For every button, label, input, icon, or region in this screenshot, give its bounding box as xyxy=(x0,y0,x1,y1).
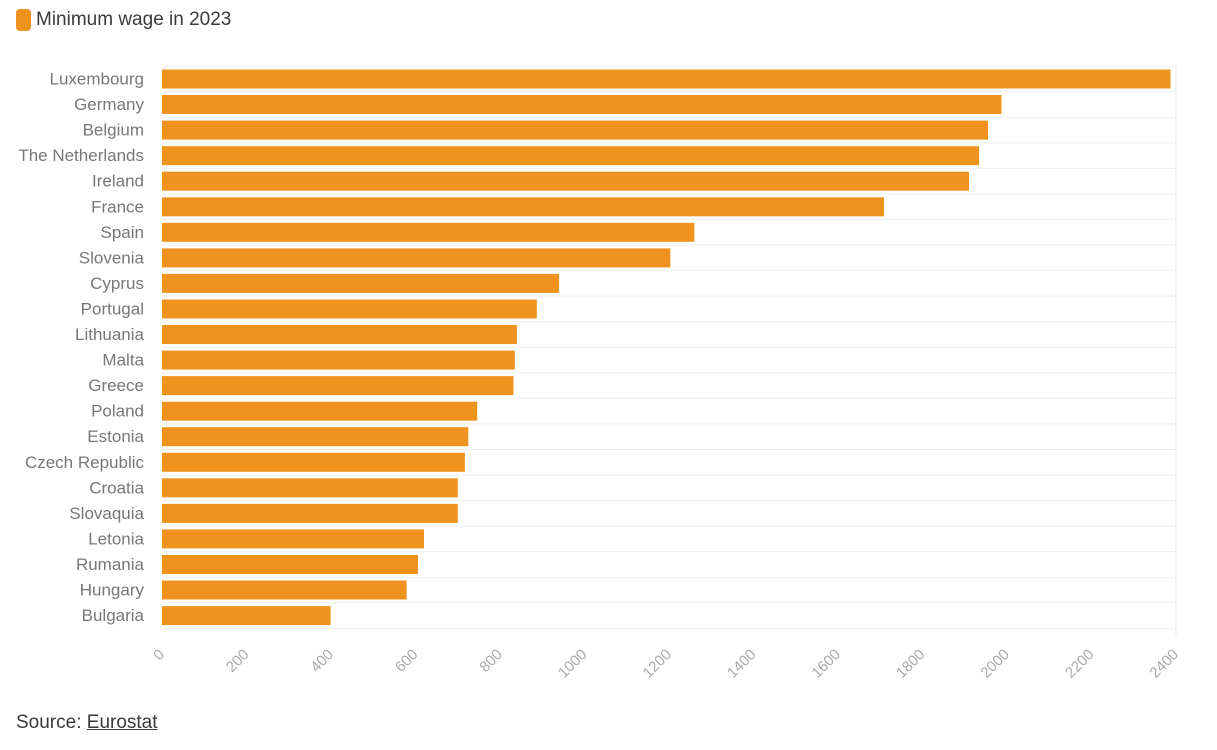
legend-label: Minimum wage in 2023 xyxy=(36,9,232,30)
source-link[interactable]: Eurostat xyxy=(86,712,158,733)
category-label: France xyxy=(91,197,144,216)
category-label: Estonia xyxy=(87,427,144,446)
bars xyxy=(162,69,1171,626)
x-tick-label: 2000 xyxy=(977,646,1013,682)
category-label: Cyprus xyxy=(90,274,144,293)
category-label: Lithuania xyxy=(75,325,145,344)
source-note: Source: Eurostat xyxy=(16,712,158,734)
category-label: Hungary xyxy=(80,581,145,600)
x-tick-label: 2200 xyxy=(1062,646,1098,682)
bar xyxy=(162,452,465,472)
bar xyxy=(162,273,560,293)
category-label: Bulgaria xyxy=(82,606,145,625)
x-tick-label: 1400 xyxy=(724,646,760,682)
bar xyxy=(162,529,424,549)
category-label: Belgium xyxy=(83,121,144,140)
category-label: Slovenia xyxy=(79,248,145,267)
x-axis-ticks: 0 200 400 600 800 1000 1200 1400 1600 1800 2000 220… xyxy=(150,646,1182,682)
gridlines xyxy=(162,65,1177,635)
chart-legend: Minimum wage in 2023 xyxy=(16,8,231,32)
bar xyxy=(162,299,537,319)
x-tick-label: 2400 xyxy=(1146,646,1182,682)
category-label: Luxembourg xyxy=(49,70,144,89)
x-tick-label: 0 xyxy=(150,646,168,664)
category-labels: Luxembourg Germany Belgium The Netherlands I… xyxy=(18,70,144,626)
bar xyxy=(162,146,980,166)
x-tick-label: 400 xyxy=(307,646,337,676)
category-label: Greece xyxy=(88,376,144,395)
category-label: Croatia xyxy=(89,478,144,497)
x-tick-label: 1600 xyxy=(808,646,844,682)
bar xyxy=(162,376,514,396)
category-label: Rumania xyxy=(76,555,145,574)
x-tick-label: 600 xyxy=(392,646,422,676)
bar xyxy=(162,95,1002,114)
category-label: The Netherlands xyxy=(18,146,144,165)
bar xyxy=(162,401,478,421)
bar xyxy=(162,503,458,523)
bar xyxy=(162,350,515,370)
legend-swatch xyxy=(16,9,31,31)
x-tick-label: 1000 xyxy=(555,646,591,682)
bar xyxy=(162,171,969,191)
bar xyxy=(162,478,458,498)
bar xyxy=(162,427,469,447)
category-label: Letonia xyxy=(88,529,144,548)
bar xyxy=(162,580,407,600)
bar xyxy=(162,555,418,574)
category-label: Spain xyxy=(101,223,144,242)
category-label: Czech Republic xyxy=(25,453,145,472)
x-tick-label: 1200 xyxy=(639,646,675,682)
category-label: Malta xyxy=(102,351,144,370)
bar xyxy=(162,248,671,268)
category-label: Slovaquia xyxy=(69,504,144,523)
source-prefix: Source: xyxy=(16,712,82,733)
bar xyxy=(162,197,885,217)
bar xyxy=(162,69,1171,89)
bar-chart: Luxembourg Germany Belgium The Netherlands I… xyxy=(18,65,1182,682)
bar xyxy=(162,606,331,626)
x-tick-label: 1800 xyxy=(893,646,929,682)
x-tick-label: 200 xyxy=(223,646,253,676)
bar xyxy=(162,120,988,140)
bar xyxy=(162,325,517,344)
bar xyxy=(162,222,695,242)
category-label: Portugal xyxy=(81,300,144,319)
category-label: Poland xyxy=(91,402,144,421)
category-label: Ireland xyxy=(92,172,144,191)
category-label: Germany xyxy=(74,95,144,114)
x-tick-label: 800 xyxy=(476,646,506,676)
